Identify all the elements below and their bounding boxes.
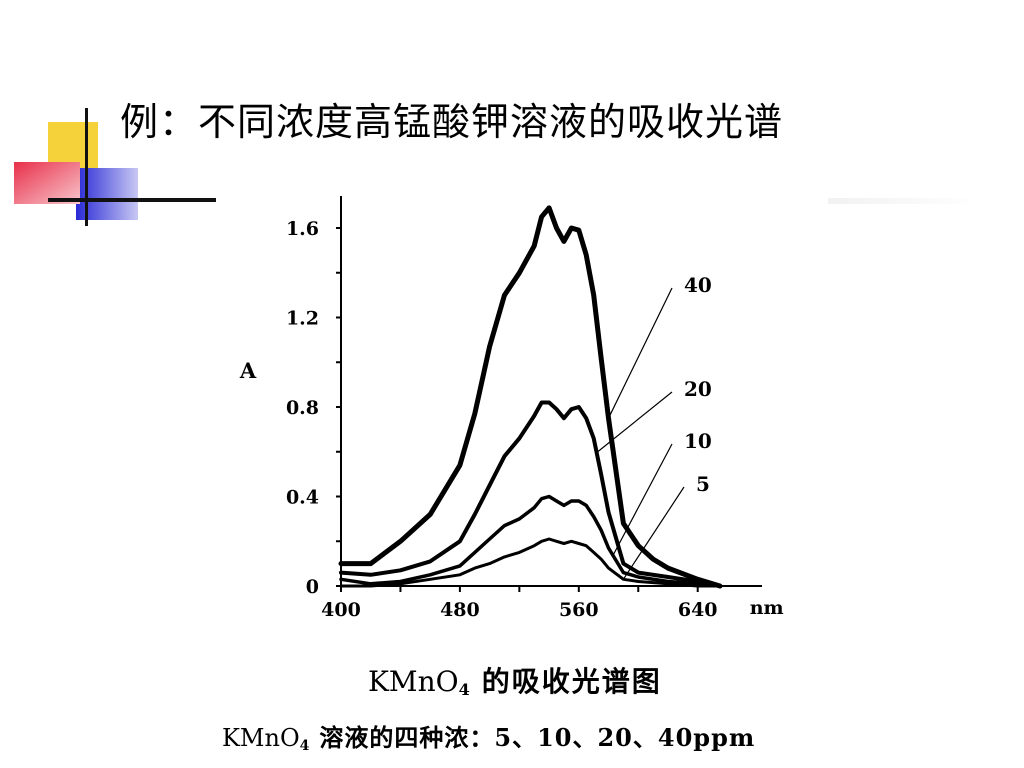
callout-label-5: 5 (696, 472, 710, 496)
title-underline-fade (828, 198, 968, 204)
y-tick-label: 1.2 (286, 308, 319, 330)
series-line-40 (338, 205, 723, 589)
callout-line-40 (607, 287, 673, 419)
callout-label-40: 40 (684, 273, 712, 297)
callout-line-5 (622, 486, 685, 580)
y-tick-label: 0.4 (286, 487, 319, 509)
note-formula-subscript: 4 (299, 738, 310, 754)
x-axis-label: nm (750, 597, 784, 619)
caption-formula: KMnO (368, 665, 459, 698)
note-formula: KMnO (222, 724, 300, 752)
caption-formula-subscript: 4 (458, 680, 470, 699)
y-tick-label: 1.6 (286, 218, 319, 240)
ornament-red-square (14, 162, 80, 204)
series-line-20 (339, 400, 722, 588)
y-tick-label: 0.8 (286, 397, 319, 419)
series-line-10 (339, 494, 722, 588)
x-tick-label: 640 (678, 599, 718, 621)
chart-caption: KMnO4 的吸收光谱图 (368, 660, 662, 700)
y-tick-label: 0 (306, 576, 319, 598)
callout-line-20 (596, 391, 673, 454)
callout-label-10: 10 (684, 429, 712, 453)
chart-axes: 0 0.4 0.8 1.2 1.6 400 480 560 640 nm A (239, 196, 784, 621)
slide-title: 例：不同浓度高锰酸钾溶液的吸收光谱 (120, 100, 784, 144)
caption-text: 的吸收光谱图 (481, 665, 662, 698)
callout-label-20: 20 (684, 377, 712, 401)
series-line-5 (339, 537, 722, 588)
title-underline (48, 198, 216, 202)
concentration-note: KMnO4 溶液的四种浓：5、10、20、40ppm (222, 718, 755, 754)
note-text: 溶液的四种浓：5、10、20、40ppm (319, 723, 756, 752)
slide-ornament (14, 108, 138, 226)
ornament-vertical-line (85, 108, 88, 226)
callout-line-10 (612, 443, 673, 556)
x-tick-label: 480 (440, 599, 480, 621)
x-tick-label: 400 (321, 599, 361, 621)
x-tick-label: 560 (559, 599, 599, 621)
chart-series (338, 205, 723, 589)
y-axis-label: A (239, 358, 257, 383)
chart-callouts: 40 20 10 5 (596, 273, 712, 580)
